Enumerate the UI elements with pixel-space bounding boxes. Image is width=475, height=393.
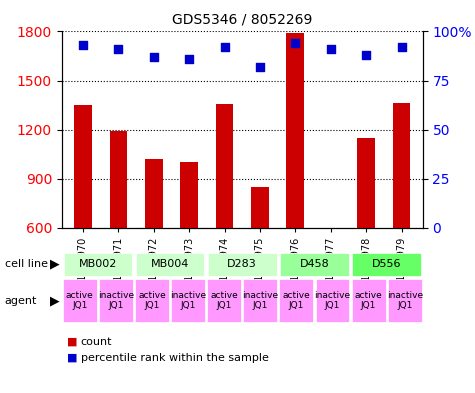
Bar xyxy=(110,130,127,228)
Text: inactive
JQ1: inactive JQ1 xyxy=(242,291,278,310)
FancyBboxPatch shape xyxy=(315,279,350,322)
Bar xyxy=(251,187,269,228)
FancyBboxPatch shape xyxy=(352,253,421,276)
Point xyxy=(327,46,334,52)
Point xyxy=(79,42,87,48)
Point xyxy=(292,40,299,46)
Text: inactive
JQ1: inactive JQ1 xyxy=(314,291,351,310)
Text: MB004: MB004 xyxy=(151,259,189,269)
Bar xyxy=(357,138,375,228)
Text: D283: D283 xyxy=(228,259,257,269)
Bar xyxy=(216,104,233,228)
Text: active
JQ1: active JQ1 xyxy=(210,291,238,310)
Point xyxy=(185,56,193,62)
Text: active
JQ1: active JQ1 xyxy=(138,291,166,310)
Text: ■: ■ xyxy=(66,337,77,347)
FancyBboxPatch shape xyxy=(136,253,204,276)
Point xyxy=(150,54,158,60)
Text: ■: ■ xyxy=(66,353,77,363)
FancyBboxPatch shape xyxy=(279,279,314,322)
Bar xyxy=(74,105,92,228)
Text: D458: D458 xyxy=(300,259,329,269)
Title: GDS5346 / 8052269: GDS5346 / 8052269 xyxy=(172,12,313,26)
Bar xyxy=(145,159,162,228)
Text: inactive
JQ1: inactive JQ1 xyxy=(98,291,134,310)
Point xyxy=(221,44,228,50)
Text: cell line: cell line xyxy=(5,259,48,269)
Point xyxy=(362,52,370,58)
FancyBboxPatch shape xyxy=(64,253,132,276)
Text: count: count xyxy=(81,337,112,347)
FancyBboxPatch shape xyxy=(63,279,97,322)
Text: active
JQ1: active JQ1 xyxy=(283,291,310,310)
Text: inactive
JQ1: inactive JQ1 xyxy=(387,291,423,310)
FancyBboxPatch shape xyxy=(243,279,277,322)
Bar xyxy=(393,103,410,228)
Text: ▶: ▶ xyxy=(50,294,59,307)
FancyBboxPatch shape xyxy=(280,253,349,276)
FancyBboxPatch shape xyxy=(208,253,276,276)
Text: ▶: ▶ xyxy=(50,257,59,271)
Text: percentile rank within the sample: percentile rank within the sample xyxy=(81,353,269,363)
Text: MB002: MB002 xyxy=(79,259,117,269)
Point xyxy=(398,44,405,50)
FancyBboxPatch shape xyxy=(99,279,133,322)
Bar xyxy=(286,33,304,228)
Text: agent: agent xyxy=(5,296,37,306)
Text: inactive
JQ1: inactive JQ1 xyxy=(170,291,206,310)
FancyBboxPatch shape xyxy=(352,279,386,322)
FancyBboxPatch shape xyxy=(171,279,205,322)
Point xyxy=(256,64,264,70)
Text: active
JQ1: active JQ1 xyxy=(66,291,94,310)
FancyBboxPatch shape xyxy=(207,279,241,322)
Text: D556: D556 xyxy=(372,259,401,269)
FancyBboxPatch shape xyxy=(135,279,169,322)
Bar xyxy=(180,162,198,228)
FancyBboxPatch shape xyxy=(388,279,422,322)
Point xyxy=(114,46,122,52)
Text: active
JQ1: active JQ1 xyxy=(355,291,382,310)
